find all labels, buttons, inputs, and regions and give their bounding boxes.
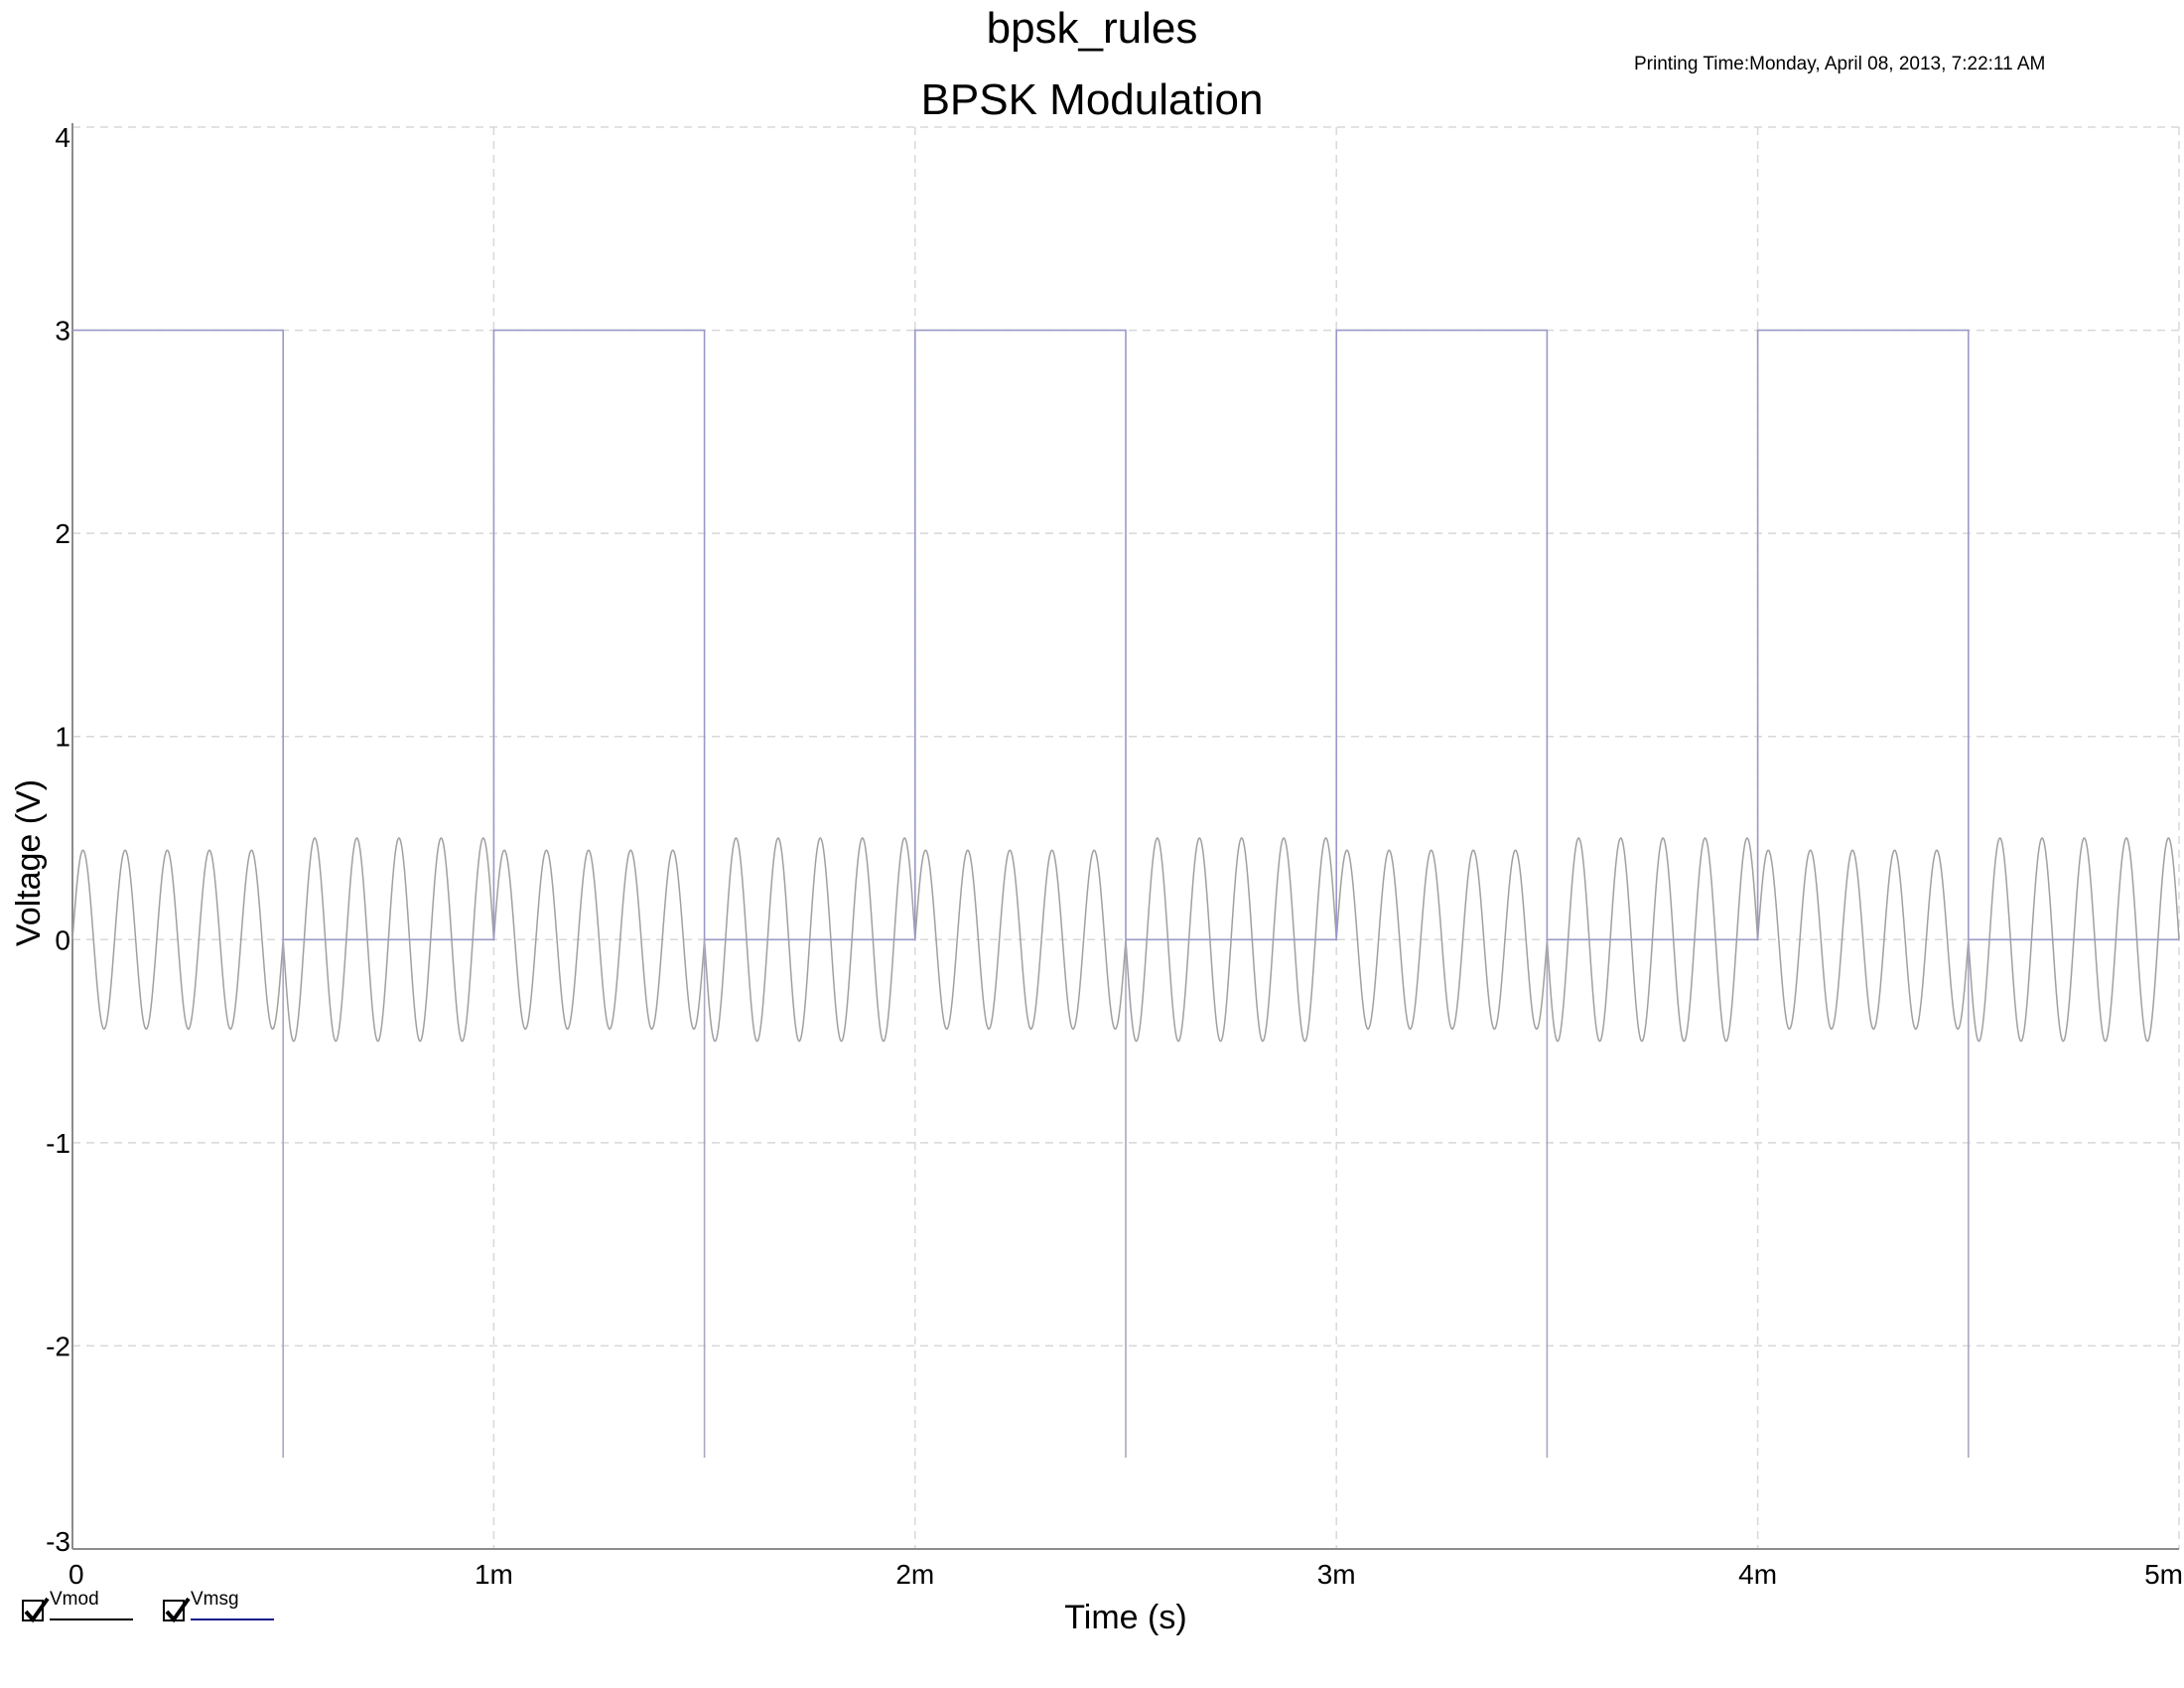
legend-checkbox-vmod[interactable] [22,1597,50,1623]
x-tick-label: 1m [475,1559,513,1590]
y-tick-label: 1 [55,722,70,753]
x-tick-label: 2m [895,1559,934,1590]
checkmark-icon [165,1597,191,1623]
chart-title: BPSK Modulation [920,75,1264,124]
tick-labels: 0 1m 2m 3m 4m 5m -3 -2 -1 0 1 2 3 4 [46,122,2183,1590]
y-tick-label: -3 [46,1526,70,1557]
y-tick-label: 3 [55,316,70,347]
y-tick-label: -2 [46,1331,70,1361]
checkmark-icon [24,1597,50,1623]
y-tick-label: 0 [55,924,70,955]
y-tick-label: -1 [46,1128,70,1159]
legend-label-vmsg: Vmsg [191,1589,239,1610]
legend-line-vmod [50,1618,133,1620]
legend-checkbox-vmsg[interactable] [163,1597,191,1623]
x-axis-label: Time (s) [1064,1599,1186,1636]
y-tick-label: 2 [55,518,70,549]
legend-line-vmsg [191,1618,274,1620]
x-tick-label: 0 [68,1559,84,1590]
legend-label-vmod: Vmod [50,1589,99,1610]
series [71,329,2180,1458]
axes [71,123,2179,1550]
x-tick-label: 3m [1317,1559,1356,1590]
document-title: bpsk_rules [986,4,1198,53]
y-tick-label: 4 [55,122,70,153]
printing-time: Printing Time:Monday, April 08, 2013, 7:… [1634,54,2046,74]
series-vmsg-line [72,329,2179,941]
x-tick-label: 4m [1738,1559,1777,1590]
x-tick-label: 5m [2144,1559,2183,1590]
y-axis-label: Voltage (V) [10,779,48,946]
